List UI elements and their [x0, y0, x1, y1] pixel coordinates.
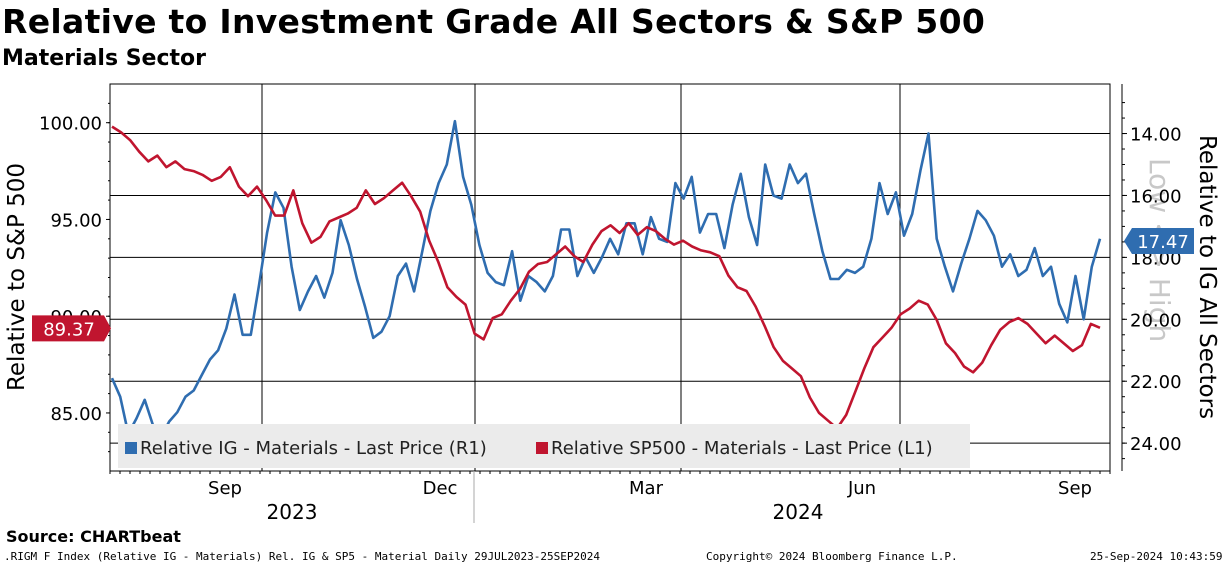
- right-tick-label: 20.00: [1130, 310, 1182, 331]
- series-line-sp500: [111, 125, 1101, 430]
- footer-copyright: Copyright© 2024 Bloomberg Finance L.P.: [706, 550, 958, 563]
- last-value-ig: 17.47: [1137, 232, 1189, 253]
- x-year-label: 2023: [267, 500, 318, 524]
- left-tick-label: 100.00: [39, 114, 102, 135]
- right-tick-label: 14.00: [1130, 125, 1182, 146]
- last-value-badge-ig: [1124, 227, 1194, 254]
- legend-swatch-ig: [125, 442, 137, 454]
- legend-label-ig: Relative IG - Materials - Last Price (R1…: [140, 438, 487, 459]
- page-title: Relative to Investment Grade All Sectors…: [2, 2, 986, 41]
- x-month-label: Jun: [847, 478, 876, 499]
- right-tick-label: 16.00: [1130, 186, 1182, 207]
- x-month-label: Sep: [1058, 478, 1092, 499]
- plot-area: [109, 83, 1111, 472]
- footer-index-info: .RIGM F Index (Relative IG - Materials) …: [4, 550, 601, 563]
- right-axis-title: Relative to IG All Sectors: [1194, 135, 1220, 419]
- x-month-label: Dec: [423, 478, 458, 499]
- left-axis-title: Relative to S&P 500: [4, 163, 30, 391]
- legend-swatch-sp500: [536, 442, 548, 454]
- last-value-sp500: 89.37: [43, 319, 95, 340]
- right-tick-label: 22.00: [1130, 372, 1182, 393]
- footer-timestamp: 25-Sep-2024 10:43:59: [1090, 550, 1223, 563]
- legend: Relative IG - Materials - Last Price (R1…: [118, 424, 970, 468]
- right-tick-label: 24.00: [1130, 434, 1182, 455]
- source-note: Source: CHARTbeat: [6, 527, 181, 546]
- last-value-badge-sp500: [32, 315, 111, 342]
- x-month-label: Sep: [208, 478, 242, 499]
- series-lines: [110, 119, 1102, 439]
- x-month-label: Mar: [629, 478, 664, 499]
- x-year-label: 2024: [773, 500, 824, 524]
- legend-label-sp500: Relative SP500 - Materials - Last Price …: [551, 438, 933, 459]
- left-tick-label: 95.00: [50, 210, 102, 231]
- axis-labels: 100.0095.0090.0085.0014.0016.0018.0020.0…: [4, 114, 1220, 524]
- page-subtitle: Materials Sector: [2, 46, 206, 71]
- left-tick-label: 85.00: [50, 404, 102, 425]
- axes: [106, 84, 1127, 523]
- series-line-ig: [110, 119, 1102, 439]
